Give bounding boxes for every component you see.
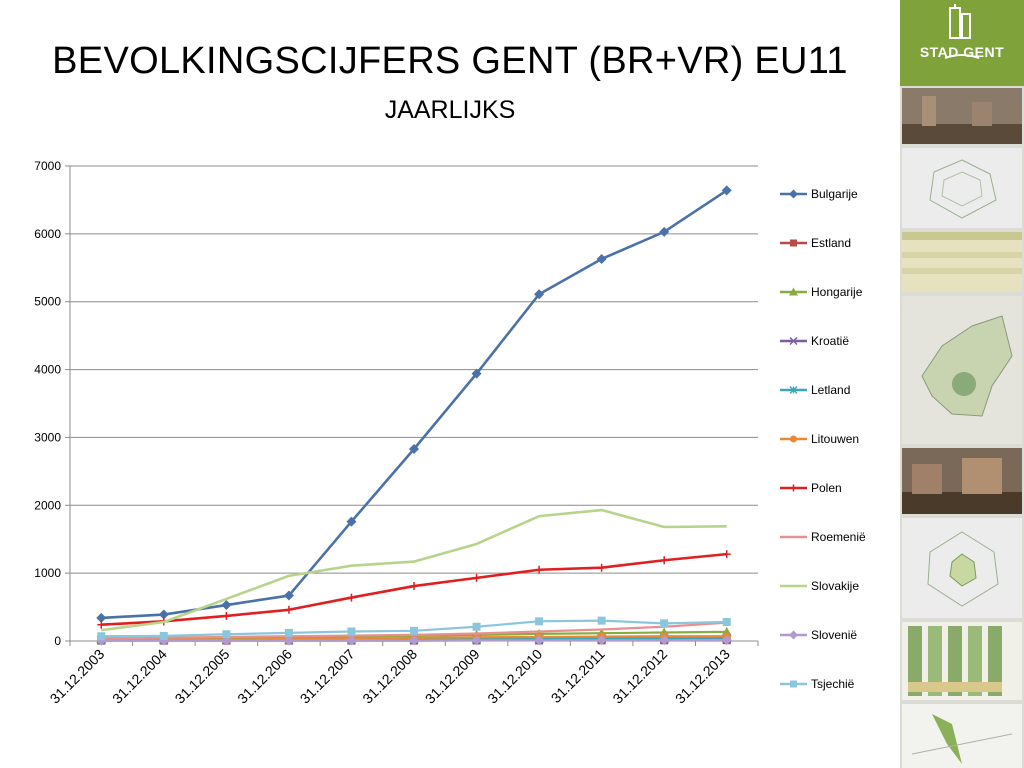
x-tick-label: 31.12.2007 bbox=[297, 646, 358, 707]
x-tick-label: 31.12.2009 bbox=[422, 646, 483, 707]
data-point bbox=[347, 627, 356, 636]
data-point bbox=[660, 619, 669, 628]
legend-label: Kroatië bbox=[811, 334, 849, 348]
series-line bbox=[101, 189, 728, 620]
data-point bbox=[409, 443, 419, 454]
legend-label: Estland bbox=[811, 236, 851, 250]
series-line bbox=[101, 621, 727, 640]
legend-marker bbox=[789, 336, 798, 346]
map-thumbnail bbox=[902, 296, 1022, 444]
data-point bbox=[597, 616, 606, 625]
data-point bbox=[472, 573, 481, 582]
y-tick-label: 2000 bbox=[34, 498, 61, 512]
sidebar: STAD GENT bbox=[900, 0, 1024, 768]
y-tick-label: 5000 bbox=[34, 295, 61, 309]
y-tick-label: 1000 bbox=[34, 566, 61, 580]
table-thumbnail bbox=[902, 232, 1022, 292]
data-point bbox=[596, 253, 607, 264]
y-tick-label: 0 bbox=[54, 634, 61, 648]
data-point bbox=[410, 626, 418, 635]
series-line bbox=[101, 508, 727, 632]
data-point bbox=[221, 600, 232, 611]
y-tick-label: 7000 bbox=[34, 159, 61, 173]
data-point bbox=[96, 612, 107, 623]
legend-marker bbox=[789, 386, 798, 394]
data-point bbox=[534, 289, 545, 300]
data-point bbox=[596, 635, 607, 646]
legend-label: Slovenië bbox=[811, 628, 857, 642]
page-subtitle: JAARLIJKS bbox=[384, 96, 516, 124]
map-thumbnail-2 bbox=[902, 704, 1022, 768]
data-point bbox=[284, 628, 293, 637]
legend-label: Slovakije bbox=[811, 579, 859, 593]
x-tick-label: 31.12.2005 bbox=[172, 646, 233, 707]
data-point bbox=[471, 368, 482, 379]
data-point bbox=[660, 556, 669, 565]
legend-label: Polen bbox=[811, 481, 842, 495]
data-point bbox=[222, 630, 231, 639]
y-tick-label: 6000 bbox=[34, 227, 61, 241]
bar-chart-thumbnail bbox=[902, 622, 1022, 700]
data-point bbox=[410, 582, 418, 591]
data-point bbox=[284, 605, 293, 614]
legend-marker bbox=[790, 435, 797, 443]
legend-label: Roemenië bbox=[811, 530, 866, 544]
y-tick-label: 4000 bbox=[34, 363, 61, 377]
data-point bbox=[159, 631, 168, 640]
legend-marker bbox=[790, 239, 797, 247]
radar-chart-thumbnail bbox=[902, 148, 1022, 228]
data-point bbox=[283, 635, 294, 646]
legend-label: Tsjechië bbox=[811, 677, 855, 691]
x-tick-label: 31.12.2008 bbox=[359, 646, 420, 707]
legend-label: Letland bbox=[811, 383, 850, 397]
legend-label: Bulgarije bbox=[811, 187, 858, 201]
legend-label: Hongarije bbox=[811, 285, 863, 299]
data-point bbox=[722, 550, 731, 559]
data-point bbox=[721, 634, 732, 645]
legend-label: Litouwen bbox=[811, 432, 859, 446]
x-tick-label: 31.12.2006 bbox=[234, 646, 295, 707]
page-title: BEVOLKINGSCIJFERS GENT (BR+VR) EU11 bbox=[52, 40, 848, 82]
data-point bbox=[597, 563, 606, 572]
data-point bbox=[472, 622, 481, 631]
legend-marker bbox=[790, 484, 797, 492]
data-point bbox=[346, 516, 357, 527]
logo-text: STAD GENT bbox=[919, 44, 1005, 60]
data-point bbox=[722, 618, 731, 626]
data-point bbox=[97, 620, 106, 629]
data-point bbox=[535, 565, 544, 574]
data-point bbox=[97, 632, 106, 641]
data-point bbox=[222, 611, 231, 620]
legend-marker bbox=[789, 630, 798, 640]
x-tick-label: 31.12.2003 bbox=[47, 646, 108, 707]
x-tick-label: 31.12.2013 bbox=[672, 646, 733, 707]
data-point bbox=[659, 226, 670, 237]
x-tick-label: 31.12.2011 bbox=[548, 646, 608, 706]
stad-gent-logo-icon bbox=[944, 4, 980, 59]
x-tick-label: 31.12.2010 bbox=[484, 646, 545, 707]
data-point bbox=[471, 635, 482, 646]
data-point bbox=[721, 185, 732, 196]
data-point bbox=[409, 635, 419, 646]
legend-marker bbox=[789, 189, 798, 199]
city-photo-thumbnail-2 bbox=[902, 448, 1022, 514]
legend-marker bbox=[789, 287, 798, 296]
data-point bbox=[283, 590, 294, 601]
data-point bbox=[534, 635, 545, 646]
data-point bbox=[535, 617, 544, 626]
data-point bbox=[158, 609, 169, 620]
x-tick-label: 31.12.2004 bbox=[109, 646, 170, 707]
x-tick-label: 31.12.2012 bbox=[609, 646, 670, 707]
legend-marker bbox=[790, 680, 797, 688]
y-tick-label: 3000 bbox=[34, 430, 61, 444]
data-point bbox=[346, 635, 357, 646]
city-photo-thumbnail bbox=[902, 88, 1022, 144]
data-point bbox=[659, 635, 670, 646]
radar-chart-thumbnail-2 bbox=[902, 518, 1022, 618]
data-point bbox=[347, 593, 356, 602]
logo-panel: STAD GENT bbox=[900, 0, 1024, 86]
